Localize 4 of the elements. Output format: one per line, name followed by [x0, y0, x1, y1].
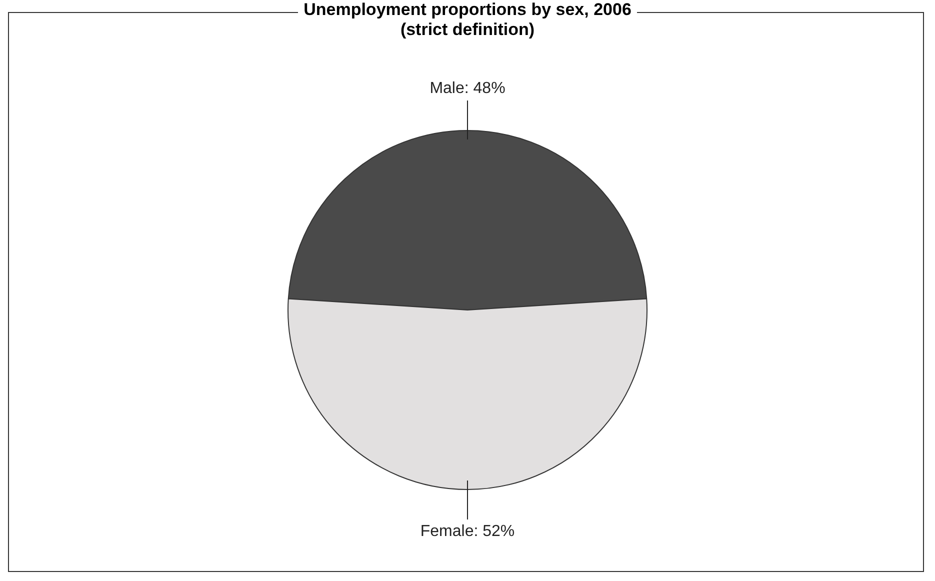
chart-title: Unemployment proportions by sex, 2006: [298, 0, 638, 19]
chart-subtitle: (strict definition): [394, 20, 541, 39]
slice-label: Male: 48%: [430, 80, 506, 97]
slice-label: Female: 52%: [420, 522, 515, 540]
